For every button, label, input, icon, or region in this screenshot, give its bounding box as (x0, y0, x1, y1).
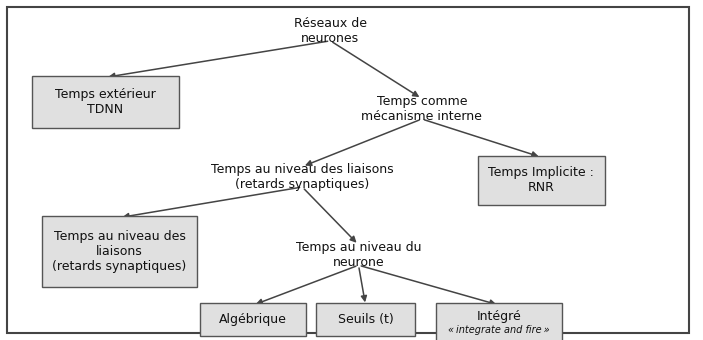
Text: Seuils (t): Seuils (t) (337, 313, 394, 326)
FancyBboxPatch shape (478, 156, 605, 205)
Text: « integrate and fire »: « integrate and fire » (449, 325, 550, 336)
Text: Temps comme
mécanisme interne: Temps comme mécanisme interne (361, 95, 482, 123)
Text: Intégré: Intégré (477, 310, 522, 323)
FancyBboxPatch shape (200, 304, 306, 336)
Text: Réseaux de
neurones: Réseaux de neurones (294, 17, 367, 45)
Text: Algébrique: Algébrique (219, 313, 287, 326)
FancyBboxPatch shape (316, 304, 415, 336)
Text: Temps extérieur
TDNN: Temps extérieur TDNN (55, 88, 156, 116)
Text: Temps au niveau des
liaisons
(retards synaptiques): Temps au niveau des liaisons (retards sy… (53, 230, 186, 273)
Text: Temps Implicite :
RNR: Temps Implicite : RNR (489, 166, 594, 194)
Text: Temps au niveau du
neurone: Temps au niveau du neurone (296, 241, 421, 269)
FancyBboxPatch shape (42, 216, 197, 287)
FancyBboxPatch shape (7, 7, 689, 333)
FancyBboxPatch shape (32, 76, 179, 129)
Text: Temps au niveau des liaisons
(retards synaptiques): Temps au niveau des liaisons (retards sy… (211, 163, 394, 191)
FancyBboxPatch shape (436, 304, 562, 340)
